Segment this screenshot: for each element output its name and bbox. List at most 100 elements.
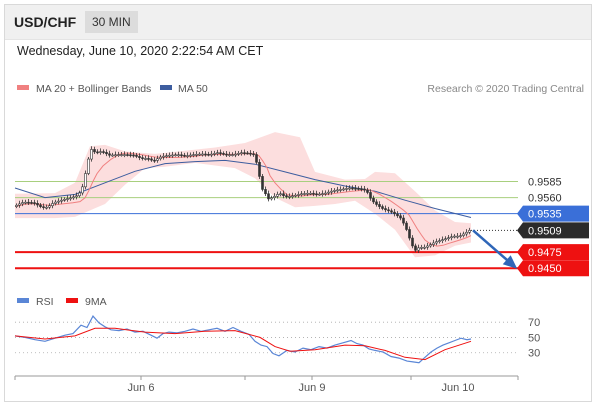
candle-body (414, 245, 417, 251)
candle-body (42, 206, 45, 208)
candle-body (408, 229, 411, 239)
candle-body (225, 153, 228, 156)
ma20-legend-swatch (17, 85, 29, 90)
candle-body (102, 151, 105, 153)
candle-body (396, 213, 399, 217)
candle-body (210, 153, 213, 156)
rsi-ma-legend-label: 9MA (85, 296, 107, 308)
candle-body (276, 194, 279, 197)
candle-body (336, 189, 339, 192)
candle-body (423, 246, 426, 249)
candle-body (402, 217, 405, 224)
candle-body (135, 154, 138, 157)
rsi-panel: 70 50 30 (14, 315, 540, 364)
research-credit: Research © 2020 Trading Central (427, 83, 584, 95)
candle-body (78, 192, 81, 197)
forecast-arrow-head (502, 255, 518, 269)
candle-body (429, 244, 432, 247)
candle-body (468, 230, 471, 233)
candle-body (303, 193, 306, 195)
level-value-0.9535: 0.9535 (528, 209, 562, 221)
candle-body (213, 153, 216, 155)
candle-body (255, 154, 258, 163)
candle-body (111, 154, 114, 157)
candle-body (243, 152, 246, 154)
time-axis: Jun 6 Jun 9 Jun 10 (14, 375, 519, 394)
candle-body (306, 192, 309, 195)
time-tick-label: Jun 9 (299, 382, 326, 394)
candle-body (165, 155, 168, 158)
candle-body (117, 154, 120, 156)
candle-body (351, 187, 354, 190)
rsi-tick-50: 50 (528, 332, 540, 344)
candle-body (48, 205, 51, 208)
candle-body (381, 206, 384, 209)
candlesticks (15, 146, 471, 253)
rsi-legend-swatch (17, 298, 29, 303)
ma20-line (14, 152, 472, 247)
candle-body (246, 152, 249, 155)
candle-body (237, 153, 240, 155)
symbol-label: USD/CHF (14, 14, 77, 30)
candle-body (282, 193, 285, 196)
candle-body (150, 158, 153, 161)
candle-body (192, 154, 195, 156)
candle-body (120, 154, 123, 156)
level-value-0.9475: 0.9475 (528, 247, 562, 259)
price-legend: MA 20 + Bollinger Bands MA 50 Research ©… (17, 83, 584, 95)
candle-body (141, 157, 144, 159)
candle-body (264, 189, 267, 195)
candle-body (339, 189, 342, 191)
candle-body (333, 190, 336, 192)
chart-header: USD/CHF 30 MIN (5, 5, 591, 40)
candle-body (204, 153, 207, 156)
candle-body (357, 188, 360, 190)
candle-body (81, 186, 84, 194)
candle-body (432, 242, 435, 245)
candle-body (327, 191, 330, 194)
candle-body (54, 201, 57, 204)
candle-body (279, 193, 282, 196)
candle-body (288, 196, 291, 198)
candle-body (84, 173, 87, 188)
rsi-legend: RSI 9MA (17, 296, 107, 308)
candle-body (405, 222, 408, 230)
candle-body (87, 158, 90, 174)
timeframe-button[interactable]: 30 MIN (85, 11, 138, 33)
candle-body (180, 154, 183, 157)
candle-body (36, 202, 39, 206)
candle-body (417, 247, 420, 251)
candle-body (228, 154, 231, 156)
candle-body (384, 208, 387, 211)
candle-body (342, 188, 345, 191)
chart-datetime: Wednesday, June 10, 2020 2:22:54 AM CET (17, 44, 264, 58)
candle-body (66, 198, 69, 200)
candle-body (252, 153, 255, 156)
candle-body (138, 156, 141, 158)
candle-body (51, 203, 54, 207)
candle-body (216, 152, 219, 154)
rsi-tick-30: 30 (528, 348, 540, 360)
candle-body (27, 201, 30, 204)
rsi-legend-label: RSI (36, 296, 54, 308)
candle-body (369, 192, 372, 199)
candle-body (348, 187, 351, 190)
candle-body (24, 201, 27, 204)
candle-body (453, 235, 456, 238)
candle-body (162, 155, 165, 158)
candle-body (378, 204, 381, 207)
candle-body (444, 238, 447, 240)
candle-body (174, 154, 177, 157)
candle-body (114, 154, 117, 157)
candle-body (159, 156, 162, 160)
ma50-legend-label: MA 50 (178, 83, 208, 95)
candle-body (222, 153, 225, 155)
candle-body (390, 210, 393, 213)
candle-body (312, 192, 315, 195)
candle-body (438, 240, 441, 242)
candle-body (234, 153, 237, 156)
candle-body (285, 195, 288, 198)
candle-body (366, 189, 369, 193)
candle-body (129, 154, 132, 157)
